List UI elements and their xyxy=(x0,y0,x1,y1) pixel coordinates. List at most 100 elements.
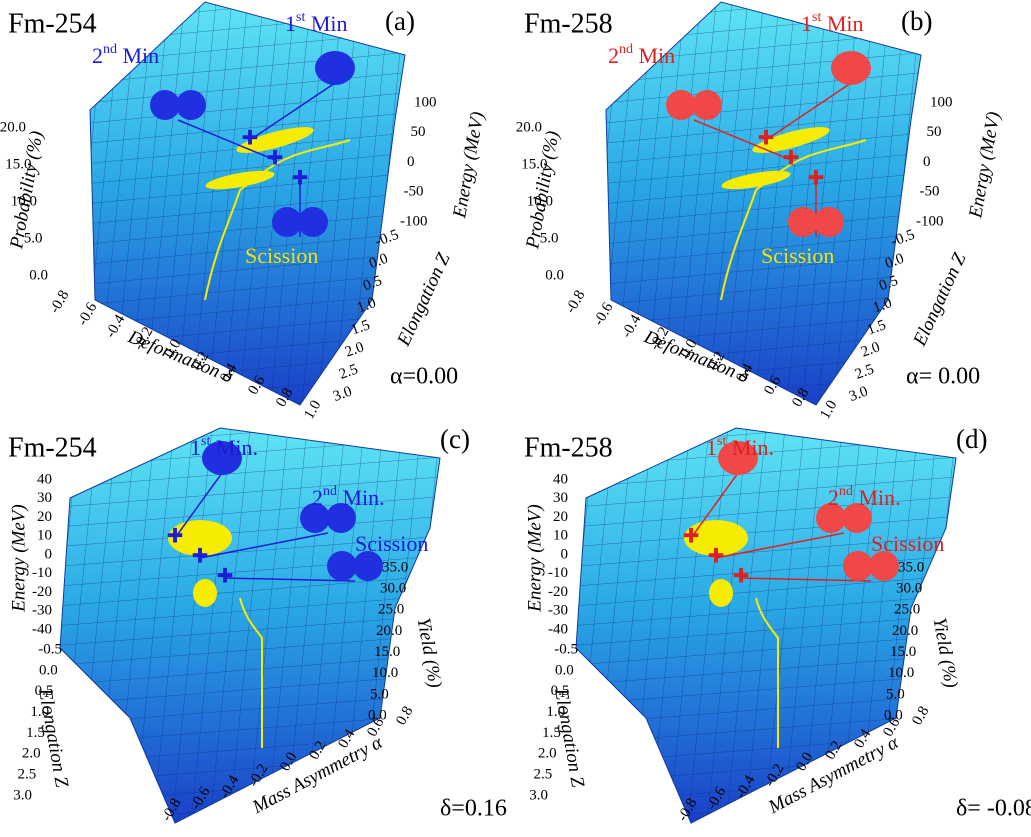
tick-label: 0.0 xyxy=(545,267,564,283)
panel-tag: (d) xyxy=(956,424,987,454)
nucleus-shape xyxy=(202,441,242,475)
tick-label: 20.0 xyxy=(0,119,26,135)
mesh-line xyxy=(60,476,440,508)
tick-label: 30.0 xyxy=(380,581,406,597)
mesh-line xyxy=(254,2,295,405)
nucleus-shape xyxy=(327,551,357,581)
tick-label: 0.0 xyxy=(39,662,58,678)
mesh-line xyxy=(849,2,890,405)
nucleus-shape xyxy=(842,503,872,533)
axis-title: Elongation Z xyxy=(393,249,455,350)
arrow xyxy=(249,82,336,141)
tick-label: -20 xyxy=(32,584,52,600)
tick-label: 2.0 xyxy=(538,746,557,762)
mesh-line xyxy=(90,2,91,405)
mesh-line xyxy=(247,428,289,823)
marker: ✚ xyxy=(708,546,725,568)
nucleus-label: Fm-258 xyxy=(524,432,613,463)
panel: ✚✚✚Fm-254 (a)α=0.000.05.010.015.020.0Prob… xyxy=(0,1,489,422)
mesh-line xyxy=(90,173,405,204)
annotation-sup: nd xyxy=(103,42,117,57)
tick-label: 1.5 xyxy=(26,725,45,741)
tick-label: 20.0 xyxy=(376,623,402,639)
tick-label: 50 xyxy=(411,124,426,140)
panel-tag: (c) xyxy=(440,424,470,454)
mesh-line xyxy=(228,428,270,823)
marker: ✚ xyxy=(292,168,309,190)
tick-label: -10 xyxy=(548,565,568,581)
mesh-line xyxy=(576,575,956,606)
nucleus-shape xyxy=(272,207,302,237)
mesh-line xyxy=(60,496,440,527)
tick-label: 15.0 xyxy=(890,644,916,660)
mesh-line xyxy=(687,428,729,823)
axis-title: Energy (MeV) xyxy=(8,504,29,612)
tick-label: 3.0 xyxy=(13,787,32,803)
mesh-line xyxy=(606,2,607,405)
annotation: Scission xyxy=(761,243,834,268)
tick-label: -100 xyxy=(916,213,944,229)
tick-label: 30 xyxy=(37,490,52,506)
tick-label: 10.0 xyxy=(372,665,398,681)
tick-label: 3.0 xyxy=(331,384,354,405)
marker: ✚ xyxy=(733,566,750,588)
tick-label: 1.5 xyxy=(349,317,372,338)
tick-label: 20 xyxy=(37,509,52,525)
parameter-label: α=0.00 xyxy=(390,364,458,390)
mesh-line xyxy=(606,274,921,305)
tick-label: 2.0 xyxy=(859,339,882,360)
parameter-label: α= 0.00 xyxy=(906,364,980,390)
arrow xyxy=(715,532,845,559)
annotation-text: Min. xyxy=(337,485,385,510)
tick-label: 0.8 xyxy=(393,704,416,728)
marker: ✚ xyxy=(217,566,234,588)
annotation: 2nd Min xyxy=(92,42,159,68)
annotation: Scission xyxy=(871,531,944,556)
axis-title: Elongation Z xyxy=(909,249,971,350)
mesh-line xyxy=(60,634,440,666)
mesh-line xyxy=(606,213,921,245)
tick-label: 40 xyxy=(37,471,52,487)
trajectory-blob xyxy=(205,170,275,190)
mesh-line xyxy=(191,2,232,405)
mesh-line xyxy=(90,153,405,184)
nucleus-shape xyxy=(814,207,844,237)
annotation-text: Min xyxy=(633,43,675,68)
nucleus-shape xyxy=(315,51,355,85)
arrow xyxy=(224,577,356,582)
tick-label: 25.0 xyxy=(378,602,404,618)
tick-label: 35.0 xyxy=(898,559,924,575)
mesh-line xyxy=(90,233,405,265)
mesh-line xyxy=(209,428,251,823)
tick-label: -0.4 xyxy=(103,312,129,341)
mesh-line xyxy=(60,575,440,606)
mesh-line xyxy=(60,615,440,646)
nucleus-shape xyxy=(816,503,846,533)
annotation-sup: nd xyxy=(323,484,337,499)
annotation-text: Scission xyxy=(245,243,318,268)
tick-label: 10.0 xyxy=(527,193,553,209)
mesh-line xyxy=(60,536,440,567)
trajectory-blob xyxy=(721,170,791,190)
tick-label: 0.0 xyxy=(367,251,390,272)
panel: ✚ ✚ ✚ Fm-258 (d) δ= -0.08 40 30 20 10 0 -10 -20 -30 -4… xyxy=(524,424,1031,824)
mesh-line xyxy=(606,233,921,265)
mesh-line xyxy=(744,428,786,823)
tick-label: 5.0 xyxy=(370,686,389,702)
annotation: 2nd Min. xyxy=(828,484,901,510)
mesh-line xyxy=(576,634,956,666)
mesh-line xyxy=(333,2,374,405)
tick-label: -0.8 xyxy=(47,288,73,317)
tick-label: 0.5 xyxy=(877,273,900,294)
mesh-line xyxy=(606,173,921,204)
trajectory-blob xyxy=(752,127,830,153)
tick-label: 0.8 xyxy=(909,704,932,728)
mesh-line xyxy=(668,428,710,823)
tick-label: 0.0 xyxy=(29,267,48,283)
mesh-line xyxy=(60,457,440,488)
mesh-line xyxy=(723,2,764,405)
tick-label: 0 xyxy=(407,154,415,170)
tick-label: 100 xyxy=(930,94,953,110)
trajectory-blob xyxy=(709,579,733,607)
